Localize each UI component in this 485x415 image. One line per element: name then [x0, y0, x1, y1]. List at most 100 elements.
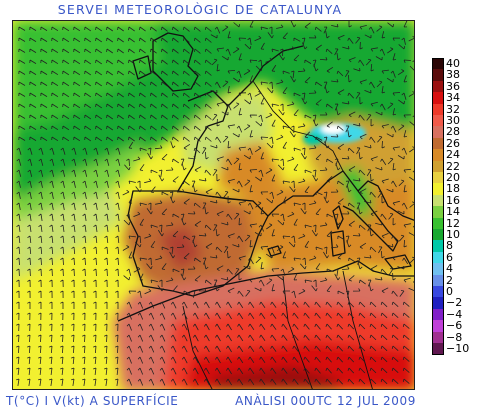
wind-barb [227, 233, 235, 239]
wind-barb [356, 202, 361, 210]
wind-barb [95, 103, 103, 109]
wind-barb [161, 48, 168, 54]
wind-barb [269, 191, 275, 199]
wind-barb [73, 103, 81, 109]
wind-barb [336, 301, 343, 308]
wind-barb [270, 356, 277, 363]
wind-barb [259, 323, 266, 331]
wind-barb [104, 334, 108, 343]
wind-barb [408, 287, 414, 291]
wind-barb [106, 81, 114, 87]
wind-barb [139, 59, 146, 65]
wind-barb [248, 257, 254, 265]
wind-barb [95, 70, 103, 76]
wind-barb [210, 254, 218, 259]
wind-barb [315, 136, 323, 141]
wind-barb [71, 257, 75, 266]
legend-label: 16 [446, 193, 460, 207]
wind-barb [133, 211, 141, 217]
wind-barb [192, 323, 199, 331]
wind-barb [82, 257, 86, 266]
wind-barb [214, 26, 221, 34]
wind-barb [60, 268, 64, 277]
wind-barb [82, 147, 88, 155]
wind-barb [84, 37, 92, 43]
wind-barb [381, 195, 385, 204]
wind-barb [282, 235, 291, 239]
wind-barb [128, 103, 135, 109]
wind-barb [82, 224, 87, 232]
wind-barb [150, 103, 157, 109]
wind-barb [204, 59, 212, 65]
wind-barb [181, 345, 188, 353]
wind-barb [71, 356, 75, 365]
wind-barb [84, 48, 92, 54]
wind-barb [203, 356, 210, 364]
wind-barb [104, 202, 109, 210]
wind-barb [337, 198, 344, 205]
legend-swatch [432, 308, 444, 321]
wind-barb [408, 35, 414, 42]
wind-barb [293, 273, 298, 281]
wind-barb [303, 367, 310, 374]
wind-barb [104, 279, 108, 288]
wind-barb [216, 47, 224, 52]
wind-barb [401, 202, 408, 210]
wind-barb [49, 246, 54, 255]
wind-barb [249, 21, 254, 28]
wind-barb [244, 179, 251, 186]
wind-barb [324, 136, 328, 144]
wind-barb [181, 334, 188, 342]
wind-barb [122, 189, 130, 196]
wind-barb [27, 345, 31, 354]
wind-barb [139, 125, 146, 131]
wind-barb [93, 290, 97, 299]
wind-barb [150, 279, 158, 283]
wind-barb [181, 301, 188, 309]
wind-barb [166, 222, 174, 227]
wind-barb [388, 268, 394, 276]
wind-barb [277, 164, 285, 171]
wind-barb [187, 211, 196, 215]
wind-barb [139, 147, 147, 152]
wind-barb [380, 345, 388, 352]
wind-barb [49, 301, 53, 309]
wind-barb [341, 211, 350, 215]
wind-barb [227, 86, 232, 94]
wind-barb [392, 53, 397, 61]
wind-barb [348, 257, 356, 263]
wind-barb [412, 225, 414, 228]
wind-barb [192, 290, 196, 298]
wind-barb [254, 90, 262, 97]
wind-barb [311, 285, 318, 292]
wind-barb [82, 323, 86, 332]
wind-barb [73, 92, 81, 98]
wind-barb [289, 186, 296, 193]
wind-barb [347, 345, 355, 352]
wind-barb [27, 378, 31, 386]
wind-barb [122, 245, 130, 251]
wind-barb [16, 312, 20, 321]
wind-barb [169, 251, 176, 259]
wind-barb [115, 147, 121, 155]
wind-barb [137, 356, 144, 364]
wind-barb [123, 219, 131, 226]
wind-barb [380, 378, 388, 385]
wind-barb [161, 37, 168, 43]
wind-barb [293, 163, 299, 171]
wind-barb [38, 378, 42, 386]
wind-barb [325, 334, 332, 341]
wind-barb [358, 59, 365, 67]
wind-barb [60, 301, 64, 309]
wind-barb [104, 268, 108, 277]
wind-barb [82, 279, 86, 288]
wind-barb [172, 114, 179, 120]
wind-barb [392, 272, 396, 281]
wind-barb [82, 367, 86, 375]
wind-barb [380, 250, 385, 259]
wind-barb [49, 334, 53, 343]
wind-barb [237, 356, 244, 364]
wind-barb [300, 263, 307, 270]
wind-barb [313, 224, 317, 233]
wind-barb [82, 202, 87, 210]
